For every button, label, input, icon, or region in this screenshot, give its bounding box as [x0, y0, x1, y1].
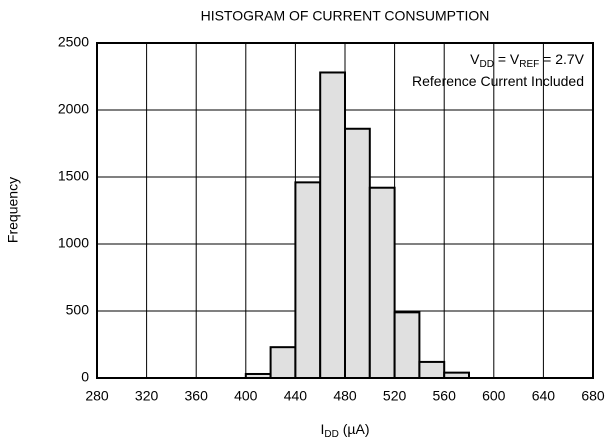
annotation-part: Reference Current Included — [412, 73, 584, 89]
x-tick-label: 400 — [234, 388, 258, 404]
x-axis-label-part: (µA) — [339, 421, 370, 437]
x-tick-label: 600 — [482, 388, 506, 404]
x-axis-label: IDD (µA) — [321, 421, 370, 440]
plot-frame — [96, 42, 594, 379]
x-tick-label: 360 — [185, 388, 209, 404]
annotation-part: DD — [479, 59, 493, 70]
bar — [294, 181, 322, 379]
x-axis-label-part: I — [321, 421, 325, 437]
y-tick-label: 1500 — [58, 168, 89, 184]
annotation: Reference Current Included — [412, 73, 584, 89]
chart-title: HISTOGRAM OF CURRENT CONSUMPTION — [201, 8, 490, 24]
x-tick-label: 280 — [85, 388, 109, 404]
x-tick-label: 640 — [532, 388, 556, 404]
bar — [344, 127, 371, 379]
y-tick-label: 2500 — [58, 34, 89, 50]
x-tick-label: 520 — [383, 388, 407, 404]
x-tick-label: 440 — [284, 388, 308, 404]
x-axis-label-part: DD — [324, 429, 338, 440]
x-tick-label: 320 — [135, 388, 159, 404]
bar — [269, 346, 297, 379]
bar — [368, 186, 396, 379]
bar — [319, 71, 347, 379]
y-tick-label: 1000 — [58, 235, 89, 251]
annotation-part: V — [470, 51, 480, 67]
annotation: VDD = VREF = 2.7V — [470, 51, 585, 70]
x-tick-label: 680 — [581, 388, 605, 404]
annotation-part: = 2.7V — [539, 51, 584, 67]
y-tick-label: 2000 — [58, 101, 89, 117]
y-axis-label: Frequency — [5, 177, 21, 243]
bar — [393, 311, 421, 379]
x-tick-label: 560 — [433, 388, 457, 404]
y-tick-label: 500 — [66, 302, 90, 318]
y-tick-label: 0 — [81, 369, 89, 385]
annotation-part: REF — [519, 59, 539, 70]
x-tick-label: 480 — [333, 388, 357, 404]
annotation-part: = V — [494, 51, 520, 67]
bar — [418, 360, 446, 380]
